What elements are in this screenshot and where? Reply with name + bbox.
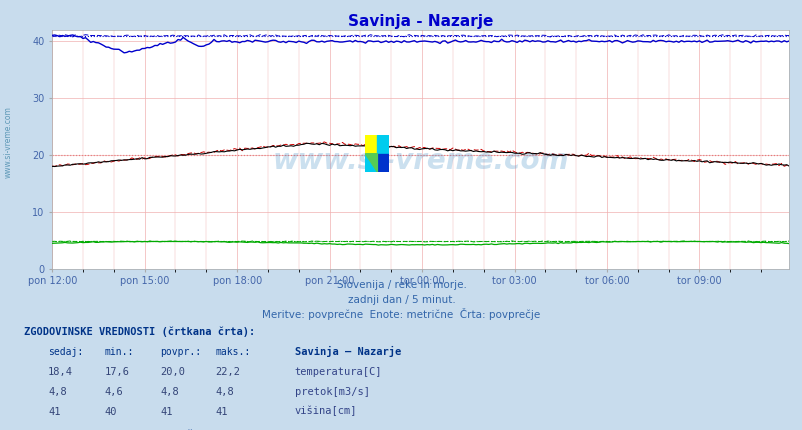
- Text: zadnji dan / 5 minut.: zadnji dan / 5 minut.: [347, 295, 455, 305]
- Text: 41: 41: [160, 406, 173, 417]
- Polygon shape: [365, 154, 377, 172]
- Bar: [377, 154, 389, 172]
- Text: www.si-vreme.com: www.si-vreme.com: [272, 147, 569, 175]
- Text: 22,2: 22,2: [215, 367, 240, 377]
- Title: Savinja - Nazarje: Savinja - Nazarje: [347, 14, 493, 29]
- Text: 17,6: 17,6: [104, 367, 129, 377]
- Text: 40: 40: [104, 406, 117, 417]
- Text: 18,4: 18,4: [48, 367, 73, 377]
- Text: Meritve: povprečne  Enote: metrične  Črta: povprečje: Meritve: povprečne Enote: metrične Črta:…: [262, 308, 540, 320]
- Text: TRENUTNE VREDNOSTI (polna črta):: TRENUTNE VREDNOSTI (polna črta):: [24, 429, 224, 430]
- Text: pretok[m3/s]: pretok[m3/s]: [294, 387, 369, 397]
- Text: 41: 41: [215, 406, 228, 417]
- Text: 4,8: 4,8: [160, 387, 179, 397]
- Text: višina[cm]: višina[cm]: [294, 406, 357, 417]
- Bar: [365, 135, 377, 154]
- Text: min.:: min.:: [104, 347, 134, 357]
- Text: 4,8: 4,8: [48, 387, 67, 397]
- Text: www.si-vreme.com: www.si-vreme.com: [3, 106, 13, 178]
- Text: povpr.:: povpr.:: [160, 347, 201, 357]
- Text: temperatura[C]: temperatura[C]: [294, 367, 382, 377]
- Bar: [377, 135, 389, 154]
- Text: Slovenija / reke in morje.: Slovenija / reke in morje.: [336, 280, 466, 290]
- Bar: [365, 154, 377, 172]
- Text: 4,6: 4,6: [104, 387, 123, 397]
- Text: ZGODOVINSKE VREDNOSTI (črtkana črta):: ZGODOVINSKE VREDNOSTI (črtkana črta):: [24, 327, 255, 338]
- Text: Savinja – Nazarje: Savinja – Nazarje: [294, 346, 400, 357]
- Text: maks.:: maks.:: [215, 347, 250, 357]
- Text: 20,0: 20,0: [160, 367, 185, 377]
- Text: 41: 41: [48, 406, 61, 417]
- Text: sedaj:: sedaj:: [48, 347, 83, 357]
- Text: 4,8: 4,8: [215, 387, 233, 397]
